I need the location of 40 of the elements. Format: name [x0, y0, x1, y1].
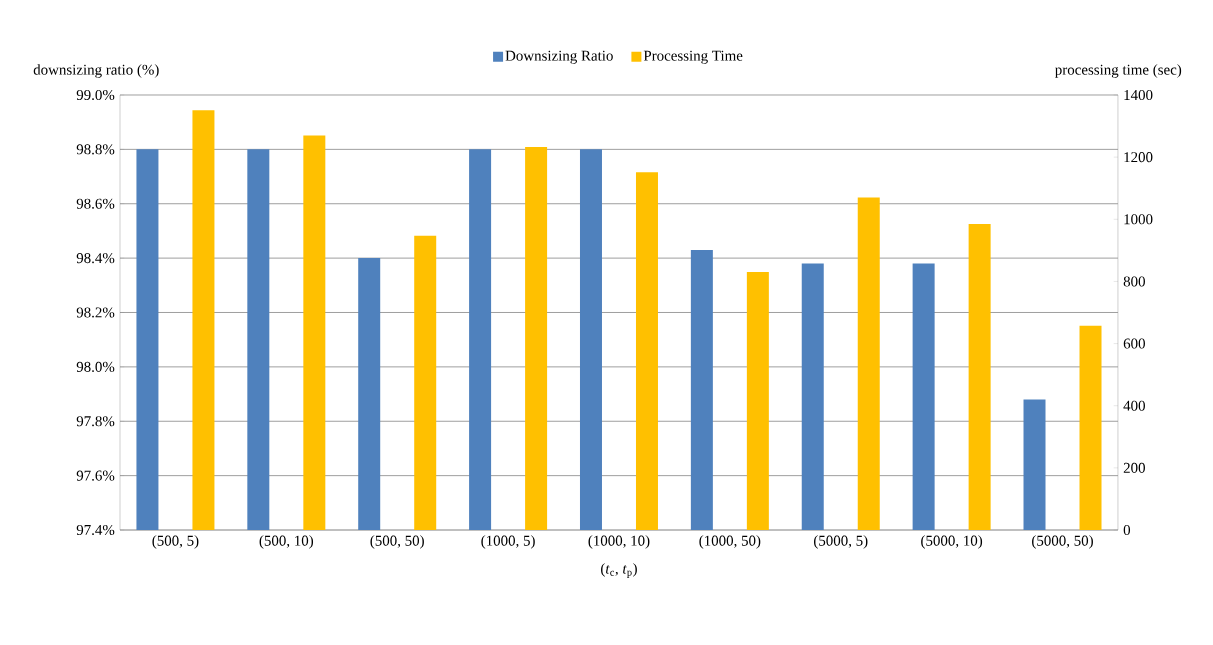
- x-tick-label: (500, 50): [370, 535, 424, 549]
- bar: [192, 110, 215, 530]
- legend-label: Downsizing Ratio: [505, 50, 613, 64]
- x-tick-label: (5000, 5): [814, 535, 868, 549]
- y-tick-label: 98.4%: [76, 253, 115, 264]
- bar: [303, 135, 326, 530]
- y-tick-label: 97.8%: [76, 416, 115, 427]
- x-tick-label: (1000, 10): [588, 535, 650, 549]
- x-axis-title: (t$_{c}$, t$_{p}$): [601, 563, 637, 578]
- y-tick-label: 98.2%: [76, 307, 115, 318]
- y2-tick-label: 200: [1123, 462, 1145, 473]
- y2-tick-label: 1000: [1124, 214, 1153, 225]
- y2-tick-label: 800: [1123, 276, 1145, 287]
- bar: [635, 172, 658, 530]
- bar: [525, 146, 548, 530]
- x-tick-label: (1000, 50): [699, 535, 761, 549]
- y-tick-label: 98.8%: [76, 144, 115, 155]
- bar: [857, 197, 880, 530]
- y2-tick-label: 0: [1123, 524, 1131, 536]
- bar: [1079, 325, 1102, 530]
- x-tick-label: (5000, 50): [1032, 535, 1093, 549]
- y-tick-label: 97.6%: [76, 470, 115, 481]
- y2-tick-label: 600: [1123, 338, 1145, 349]
- y-tick-label: 99.0%: [76, 89, 115, 101]
- bar: [746, 272, 769, 530]
- y2-axis-title: processing time (sec): [1055, 64, 1182, 78]
- y-axis-title: downsizing ratio (%): [33, 64, 159, 78]
- y-tick-label: 98.6%: [76, 198, 115, 209]
- y2-tick-label: 1200: [1124, 152, 1153, 163]
- y2-tick-label: 400: [1123, 400, 1145, 411]
- x-tick-label: (500, 5): [152, 535, 199, 549]
- y2-tick-label: 1400: [1124, 89, 1153, 101]
- legend-label: Processing Time: [643, 50, 743, 64]
- x-tick-label: (5000, 10): [921, 535, 983, 549]
- y-tick-label: 98.0%: [76, 361, 115, 372]
- y-tick-label: 97.4%: [76, 524, 115, 536]
- x-tick-label: (1000, 5): [481, 535, 535, 549]
- bar: [414, 235, 437, 530]
- x-tick-label: (500, 10): [259, 535, 314, 549]
- bar: [968, 223, 991, 530]
